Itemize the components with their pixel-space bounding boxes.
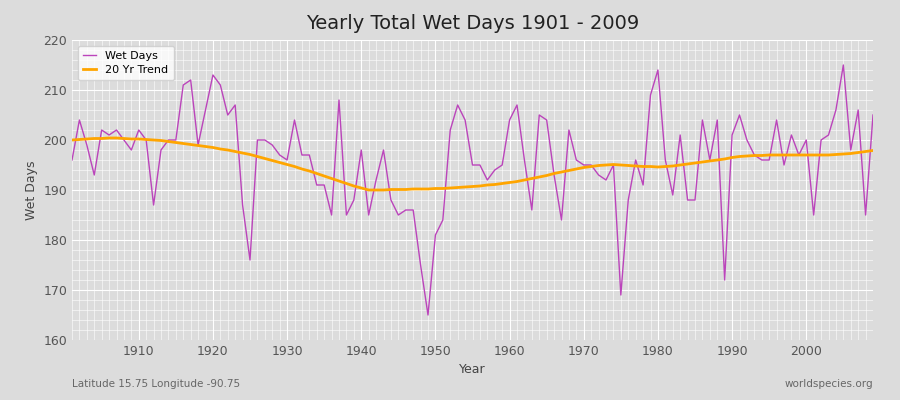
- 20 Yr Trend: [133, 137, 144, 142]
- Wet Days: [511, 102, 522, 107]
- Wet Days: [289, 118, 300, 122]
- 20 Yr Trend: [104, 136, 114, 140]
- 20 Yr Trend: [67, 138, 77, 142]
- Wet Days: [504, 118, 515, 122]
- Legend: Wet Days, 20 Yr Trend: Wet Days, 20 Yr Trend: [77, 46, 174, 80]
- Wet Days: [67, 158, 77, 162]
- Wet Days: [423, 313, 434, 318]
- 20 Yr Trend: [608, 162, 619, 167]
- Title: Yearly Total Wet Days 1901 - 2009: Yearly Total Wet Days 1901 - 2009: [306, 14, 639, 33]
- Line: Wet Days: Wet Days: [72, 65, 873, 315]
- 20 Yr Trend: [296, 166, 307, 171]
- Wet Days: [334, 98, 345, 102]
- Y-axis label: Wet Days: Wet Days: [24, 160, 38, 220]
- X-axis label: Year: Year: [459, 364, 486, 376]
- 20 Yr Trend: [519, 178, 530, 182]
- Wet Days: [126, 148, 137, 152]
- Wet Days: [838, 62, 849, 67]
- 20 Yr Trend: [364, 188, 374, 192]
- Text: Latitude 15.75 Longitude -90.75: Latitude 15.75 Longitude -90.75: [72, 379, 240, 389]
- Wet Days: [600, 178, 611, 182]
- Wet Days: [868, 113, 878, 118]
- Line: 20 Yr Trend: 20 Yr Trend: [72, 138, 873, 190]
- 20 Yr Trend: [341, 181, 352, 186]
- Text: worldspecies.org: worldspecies.org: [785, 379, 873, 389]
- 20 Yr Trend: [868, 148, 878, 153]
- 20 Yr Trend: [511, 179, 522, 184]
